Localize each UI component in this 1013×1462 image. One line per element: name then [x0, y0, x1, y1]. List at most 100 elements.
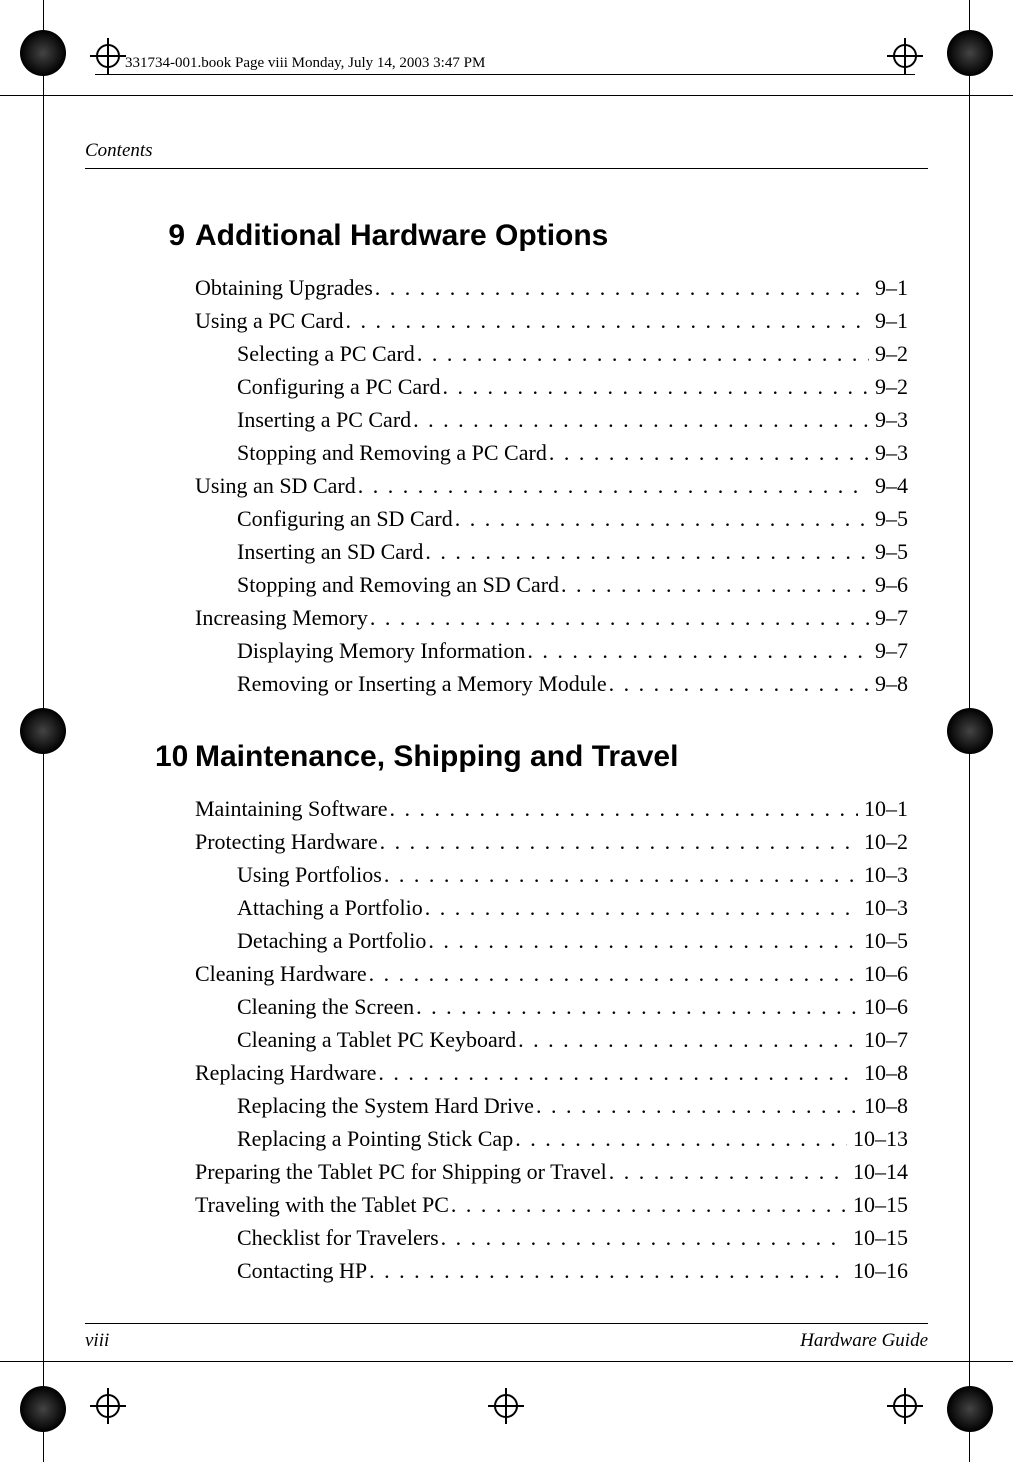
toc-entry-label: Replacing a Pointing Stick Cap [237, 1122, 513, 1155]
toc-leader-dots [423, 535, 869, 568]
toc-entry-page: 9–7 [869, 634, 908, 667]
registration-target-icon [90, 38, 126, 74]
toc-entry-page: 9–3 [869, 403, 908, 436]
toc-entry: Displaying Memory Information9–7 [195, 634, 908, 667]
toc-entry-label: Obtaining Upgrades [195, 271, 373, 304]
toc-entry-label: Configuring a PC Card [237, 370, 441, 403]
toc-entry: Contacting HP 10–16 [195, 1254, 908, 1287]
toc-leader-dots [547, 436, 869, 469]
toc-entry-page: 9–1 [869, 304, 908, 337]
registration-target-icon [90, 1388, 126, 1424]
toc-entry: Obtaining Upgrades 9–1 [195, 271, 908, 304]
chapter-number: 9 [155, 219, 195, 253]
toc-entry-page: 10–6 [858, 957, 908, 990]
toc-entry-label: Attaching a Portfolio [237, 891, 423, 924]
toc-entry-page: 10–8 [858, 1056, 908, 1089]
toc-leader-dots [559, 568, 869, 601]
registration-dot-icon [20, 1386, 66, 1432]
chapter-number: 10 [155, 740, 195, 774]
toc-leader-dots [411, 403, 869, 436]
toc-entry-label: Stopping and Removing an SD Card [237, 568, 559, 601]
toc-entry-label: Using an SD Card [195, 469, 356, 502]
toc-leader-dots [607, 667, 869, 700]
registration-dot-icon [20, 708, 66, 754]
toc-entry-page: 10–14 [847, 1155, 908, 1188]
toc-entry-label: Contacting HP [237, 1254, 367, 1287]
chapter-title: Maintenance, Shipping and Travel [195, 740, 678, 774]
toc-entry-page: 9–8 [869, 667, 908, 700]
toc-entry: Replacing a Pointing Stick Cap10–13 [195, 1122, 908, 1155]
toc-entry-label: Increasing Memory [195, 601, 368, 634]
toc-leader-dots [344, 304, 870, 337]
toc-leader-dots [378, 825, 858, 858]
toc-leader-dots [382, 858, 858, 891]
toc-entry-label: Detaching a Portfolio [237, 924, 426, 957]
toc-entry-page: 10–5 [858, 924, 908, 957]
toc-entry-page: 10–15 [847, 1188, 908, 1221]
toc-entry: Inserting an SD Card9–5 [195, 535, 908, 568]
toc-leader-dots [449, 1188, 847, 1221]
toc-entry-page: 9–6 [869, 568, 908, 601]
toc-entry-label: Using Portfolios [237, 858, 382, 891]
toc-leader-dots [439, 1221, 847, 1254]
toc-entry: Detaching a Portfolio 10–5 [195, 924, 908, 957]
toc-entry-label: Maintaining Software [195, 792, 387, 825]
crop-line-top [0, 95, 1013, 96]
registration-target-icon [488, 1388, 524, 1424]
toc-leader-dots [607, 1155, 847, 1188]
toc-entry: Checklist for Travelers10–15 [195, 1221, 908, 1254]
toc-entry-page: 9–2 [869, 370, 908, 403]
toc-leader-dots [376, 1056, 858, 1089]
registration-dot-icon [947, 708, 993, 754]
toc-entry: Replacing Hardware 10–8 [195, 1056, 908, 1089]
toc-entry-page: 9–7 [869, 601, 908, 634]
toc-leader-dots [368, 601, 869, 634]
toc-entry: Using Portfolios 10–3 [195, 858, 908, 891]
toc-leader-dots [534, 1089, 858, 1122]
toc-entry-label: Selecting a PC Card [237, 337, 415, 370]
toc-entry-page: 10–2 [858, 825, 908, 858]
toc-entry-page: 10–6 [858, 990, 908, 1023]
book-file-label: 331734-001.book Page viii Monday, July 1… [125, 55, 485, 72]
toc-entry-page: 9–4 [869, 469, 908, 502]
footer-page-number: viii [85, 1330, 109, 1352]
registration-dot-icon [20, 30, 66, 76]
toc-entry: Protecting Hardware10–2 [195, 825, 908, 858]
toc-entry-label: Preparing the Tablet PC for Shipping or … [195, 1155, 607, 1188]
toc-entry: Stopping and Removing a PC Card9–3 [195, 436, 908, 469]
toc-leader-dots [441, 370, 870, 403]
toc-entry-page: 10–3 [858, 858, 908, 891]
toc-entry-label: Replacing the System Hard Drive [237, 1089, 534, 1122]
header-rule [85, 168, 928, 169]
registration-dot-icon [947, 30, 993, 76]
running-header: Contents [85, 140, 928, 162]
toc-entry-label: Traveling with the Tablet PC [195, 1188, 449, 1221]
toc-entry-page: 10–7 [858, 1023, 908, 1056]
page-body: Contents 9Additional Hardware OptionsObt… [85, 140, 928, 1382]
registration-target-icon [887, 38, 923, 74]
toc-entry: Cleaning Hardware 10–6 [195, 957, 908, 990]
toc-leader-dots [513, 1122, 847, 1155]
toc-entry: Preparing the Tablet PC for Shipping or … [195, 1155, 908, 1188]
toc-entry-label: Cleaning Hardware [195, 957, 367, 990]
toc-entry-page: 9–3 [869, 436, 908, 469]
chapter-block: 10Maintenance, Shipping and TravelMainta… [195, 740, 908, 1287]
toc-leader-dots [356, 469, 869, 502]
toc-entry: Removing or Inserting a Memory Module9–8 [195, 667, 908, 700]
toc-leader-dots [373, 271, 869, 304]
chapter-heading: 10Maintenance, Shipping and Travel [155, 740, 908, 774]
toc-entry: Increasing Memory 9–7 [195, 601, 908, 634]
toc-entry-label: Cleaning the Screen [237, 990, 414, 1023]
toc-entry-label: Configuring an SD Card [237, 502, 453, 535]
toc-entry-page: 10–16 [847, 1254, 908, 1287]
toc-entry-label: Replacing Hardware [195, 1056, 376, 1089]
chapter-block: 9Additional Hardware OptionsObtaining Up… [195, 219, 908, 700]
toc-entry: Traveling with the Tablet PC 10–15 [195, 1188, 908, 1221]
toc-entry-page: 9–1 [869, 271, 908, 304]
toc-entry: Using a PC Card9–1 [195, 304, 908, 337]
chapter-title: Additional Hardware Options [195, 219, 608, 253]
toc-leader-dots [516, 1023, 858, 1056]
toc-leader-dots [414, 990, 858, 1023]
toc-leader-dots [367, 1254, 847, 1287]
footer-rule [85, 1323, 928, 1324]
